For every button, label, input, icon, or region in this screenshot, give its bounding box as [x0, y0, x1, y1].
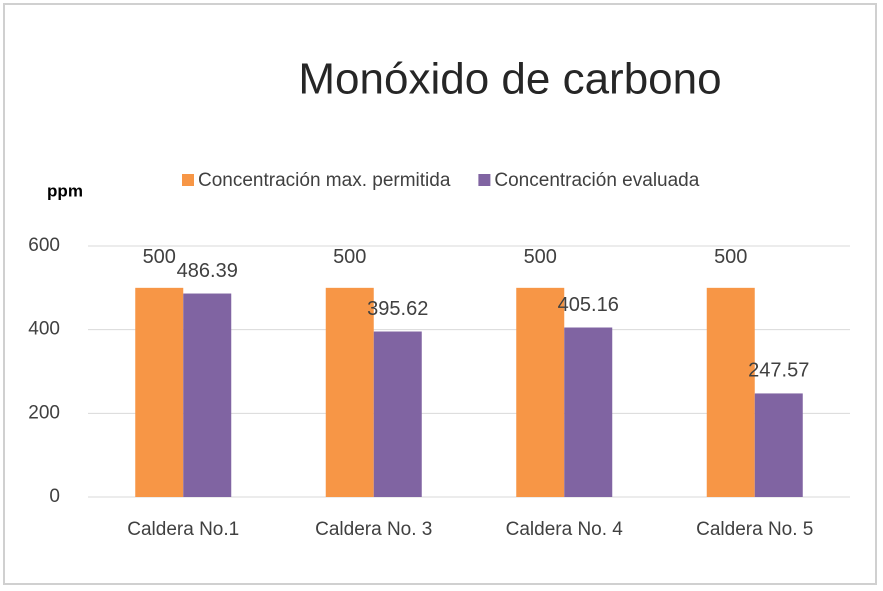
bar [135, 287, 184, 497]
bar [516, 287, 565, 497]
x-tick-label: Caldera No. 5 [696, 519, 813, 540]
data-label: 500 [714, 246, 747, 268]
legend-swatch [478, 174, 491, 186]
bar [325, 287, 374, 497]
y-tick-label: 0 [49, 486, 60, 507]
x-tick-label: Caldera No. 4 [506, 519, 624, 540]
bar [373, 331, 422, 497]
chart-title: Monóxido de carbono [298, 55, 721, 104]
data-label: 247.57 [748, 360, 809, 382]
bar [706, 287, 755, 497]
legend-label: Concentración evaluada [494, 170, 699, 191]
y-tick-label: 200 [28, 402, 60, 423]
data-label: 486.39 [177, 260, 238, 282]
bar [564, 327, 613, 497]
legend-swatch [182, 174, 194, 186]
x-tick-label: Caldera No.1 [127, 519, 239, 540]
data-label: 395.62 [367, 298, 428, 320]
y-axis-label: ppm [47, 181, 83, 200]
x-tick-label: Caldera No. 3 [315, 519, 432, 540]
data-label: 500 [143, 246, 176, 268]
bar [754, 393, 803, 497]
data-label: 405.16 [558, 294, 619, 316]
y-tick-label: 600 [28, 235, 60, 256]
data-label: 500 [333, 246, 366, 268]
bar [183, 293, 232, 497]
y-tick-label: 400 [28, 319, 60, 340]
data-label: 500 [524, 246, 557, 268]
legend-label: Concentración max. permitida [198, 170, 451, 191]
